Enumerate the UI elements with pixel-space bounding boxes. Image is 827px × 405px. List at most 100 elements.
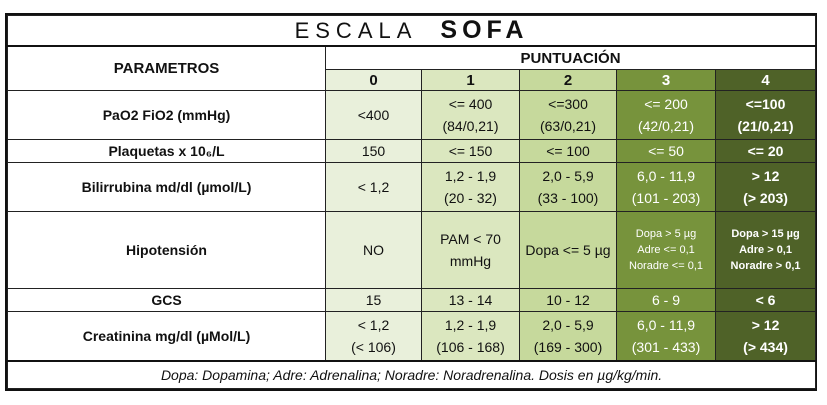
cell-pao2-2: <=300 (63/0,21) — [519, 90, 617, 140]
cell-text: (> 203) — [743, 190, 788, 206]
cell-text: Adre > 0,1 — [739, 244, 792, 256]
cell-crea-4: > 12 (> 434) — [714, 311, 817, 362]
title-prefix: ESCALA — [294, 18, 417, 43]
footnote: Dopa: Dopamina; Adre: Adrenalina; Noradr… — [6, 360, 817, 389]
cell-text: (< 106) — [351, 339, 396, 355]
cell-text: Dopa > 5 µg — [635, 228, 697, 240]
score-4-header: 4 — [714, 69, 817, 91]
score-1-header: 1 — [421, 69, 520, 91]
cell-hipo-2: Dopa <= 5 µg — [519, 211, 617, 289]
score-header: PUNTUACIÓN — [324, 45, 817, 70]
cell-plaq-4: <= 20 — [714, 139, 817, 163]
cell-hipo-3: Dopa > 5 µg Adre <= 0,1 Noradre <= 0,1 — [616, 211, 716, 289]
cell-text: <= 50 — [648, 143, 684, 159]
cell-text: <=100 — [745, 96, 786, 112]
cell-gcs-2: 10 - 12 — [519, 288, 617, 312]
sofa-table: ESCALA SOFA PARAMETROS PUNTUACIÓN 0 1 2 … — [6, 15, 817, 389]
param-bilirrubina: Bilirrubina md/dl (µmol/L) — [7, 162, 326, 212]
cell-crea-1: 1,2 - 1,9 (106 - 168) — [421, 311, 520, 362]
cell-text: (63/0,21) — [539, 118, 597, 134]
table-title: ESCALA SOFA — [6, 15, 817, 47]
cell-bili-1: 1,2 - 1,9 (20 - 32) — [421, 162, 520, 212]
cell-text: NO — [363, 242, 384, 258]
title-main: SOFA — [440, 16, 529, 44]
cell-text: (21/0,21) — [737, 118, 794, 134]
cell-hipo-4: Dopa > 15 µg Adre > 0,1 Noradre > 0,1 — [714, 211, 817, 289]
cell-text: <= 150 — [448, 143, 493, 159]
table-row: Hipotensión NO PAM < 70 mmHg Dopa <= 5 µg… — [7, 211, 817, 289]
cell-text: <= 400 — [448, 96, 493, 112]
cell-text: <= 200 — [644, 96, 688, 112]
score-0-header: 0 — [325, 69, 422, 91]
cell-text: < 6 — [755, 292, 776, 308]
cell-text: <400 — [357, 107, 390, 123]
cell-plaq-0: 150 — [325, 139, 422, 163]
cell-text: 13 - 14 — [448, 292, 493, 308]
cell-text: 1,2 - 1,9 — [444, 168, 497, 184]
cell-text: (106 - 168) — [436, 339, 505, 355]
cell-pao2-4: <=100 (21/0,21) — [714, 90, 817, 140]
cell-text: <= 20 — [747, 143, 784, 159]
cell-text: 1,2 - 1,9 — [444, 317, 497, 333]
cell-bili-0: < 1,2 — [325, 162, 422, 212]
cell-gcs-1: 13 - 14 — [421, 288, 520, 312]
cell-bili-2: 2,0 - 5,9 (33 - 100) — [519, 162, 617, 212]
param-pao2: PaO2 FiO2 (mmHg) — [7, 90, 326, 140]
cell-text: > 12 — [751, 317, 780, 333]
cell-text: mmHg — [449, 253, 492, 269]
cell-text: Adre <= 0,1 — [637, 244, 695, 256]
cell-text: Noradre <= 0,1 — [629, 260, 703, 272]
cell-text: (169 - 300) — [533, 339, 603, 355]
cell-text: 2,0 - 5,9 — [542, 168, 594, 184]
cell-pao2-1: <= 400 (84/0,21) — [421, 90, 520, 140]
cell-text: 2,0 - 5,9 — [542, 317, 594, 333]
table-row: PaO2 FiO2 (mmHg) <400 <= 400 (84/0,21) <=… — [7, 90, 817, 140]
cell-hipo-0: NO — [325, 211, 422, 289]
cell-gcs-0: 15 — [325, 288, 422, 312]
cell-text: 6,0 - 11,9 — [636, 168, 696, 184]
cell-pao2-0: <400 — [325, 90, 422, 140]
cell-text: (33 - 100) — [537, 190, 599, 206]
cell-gcs-3: 6 - 9 — [616, 288, 716, 312]
cell-text: > 12 — [751, 168, 780, 184]
cell-text: <= 100 — [546, 143, 590, 159]
cell-text: < 1,2 — [357, 317, 390, 333]
table-row: Bilirrubina md/dl (µmol/L) < 1,2 1,2 - 1… — [7, 162, 817, 212]
cell-text: (84/0,21) — [442, 118, 499, 134]
cell-crea-3: 6,0 - 11,9 (301 - 433) — [616, 311, 716, 362]
cell-bili-4: > 12 (> 203) — [714, 162, 817, 212]
cell-text: (> 434) — [743, 339, 788, 355]
cell-plaq-1: <= 150 — [421, 139, 520, 163]
cell-plaq-3: <= 50 — [616, 139, 716, 163]
cell-text: 150 — [361, 143, 386, 159]
cell-plaq-2: <= 100 — [519, 139, 617, 163]
cell-gcs-4: < 6 — [714, 288, 817, 312]
cell-text: <=300 — [548, 96, 588, 112]
cell-text: (42/0,21) — [637, 118, 695, 134]
cell-text: Noradre > 0,1 — [730, 260, 801, 272]
table-row: Creatinina mg/dl (µMol/L) < 1,2 (< 106) 1… — [7, 311, 817, 362]
param-plaquetas: Plaquetas x 10₆/L — [7, 139, 326, 163]
cell-crea-2: 2,0 - 5,9 (169 - 300) — [519, 311, 617, 362]
param-creatinina: Creatinina mg/dl (µMol/L) — [7, 311, 326, 362]
cell-hipo-1: PAM < 70 mmHg — [421, 211, 520, 289]
cell-text: (301 - 433) — [631, 339, 701, 355]
cell-text: 10 - 12 — [546, 292, 590, 308]
parameters-header: PARAMETROS — [7, 45, 326, 91]
table-row: GCS 15 13 - 14 10 - 12 6 - 9 < 6 — [7, 288, 817, 312]
cell-text: (20 - 32) — [444, 190, 497, 206]
sofa-scale-frame: ESCALA SOFA PARAMETROS PUNTUACIÓN 0 1 2 … — [5, 13, 817, 391]
table-row: Plaquetas x 10₆/L 150 <= 150 <= 100 <= 5… — [7, 139, 817, 163]
cell-text: < 1,2 — [357, 179, 390, 195]
param-gcs: GCS — [7, 288, 326, 312]
cell-text: 6,0 - 11,9 — [636, 317, 696, 333]
score-2-header: 2 — [519, 69, 617, 91]
cell-text: Dopa <= 5 µg — [525, 242, 611, 258]
cell-crea-0: < 1,2 (< 106) — [325, 311, 422, 362]
cell-bili-3: 6,0 - 11,9 (101 - 203) — [616, 162, 716, 212]
cell-text: Dopa > 15 µg — [731, 228, 800, 240]
cell-text: 6 - 9 — [651, 292, 680, 308]
cell-text: (101 - 203) — [631, 190, 701, 206]
cell-text: PAM < 70 — [440, 231, 501, 247]
score-3-header: 3 — [616, 69, 716, 91]
